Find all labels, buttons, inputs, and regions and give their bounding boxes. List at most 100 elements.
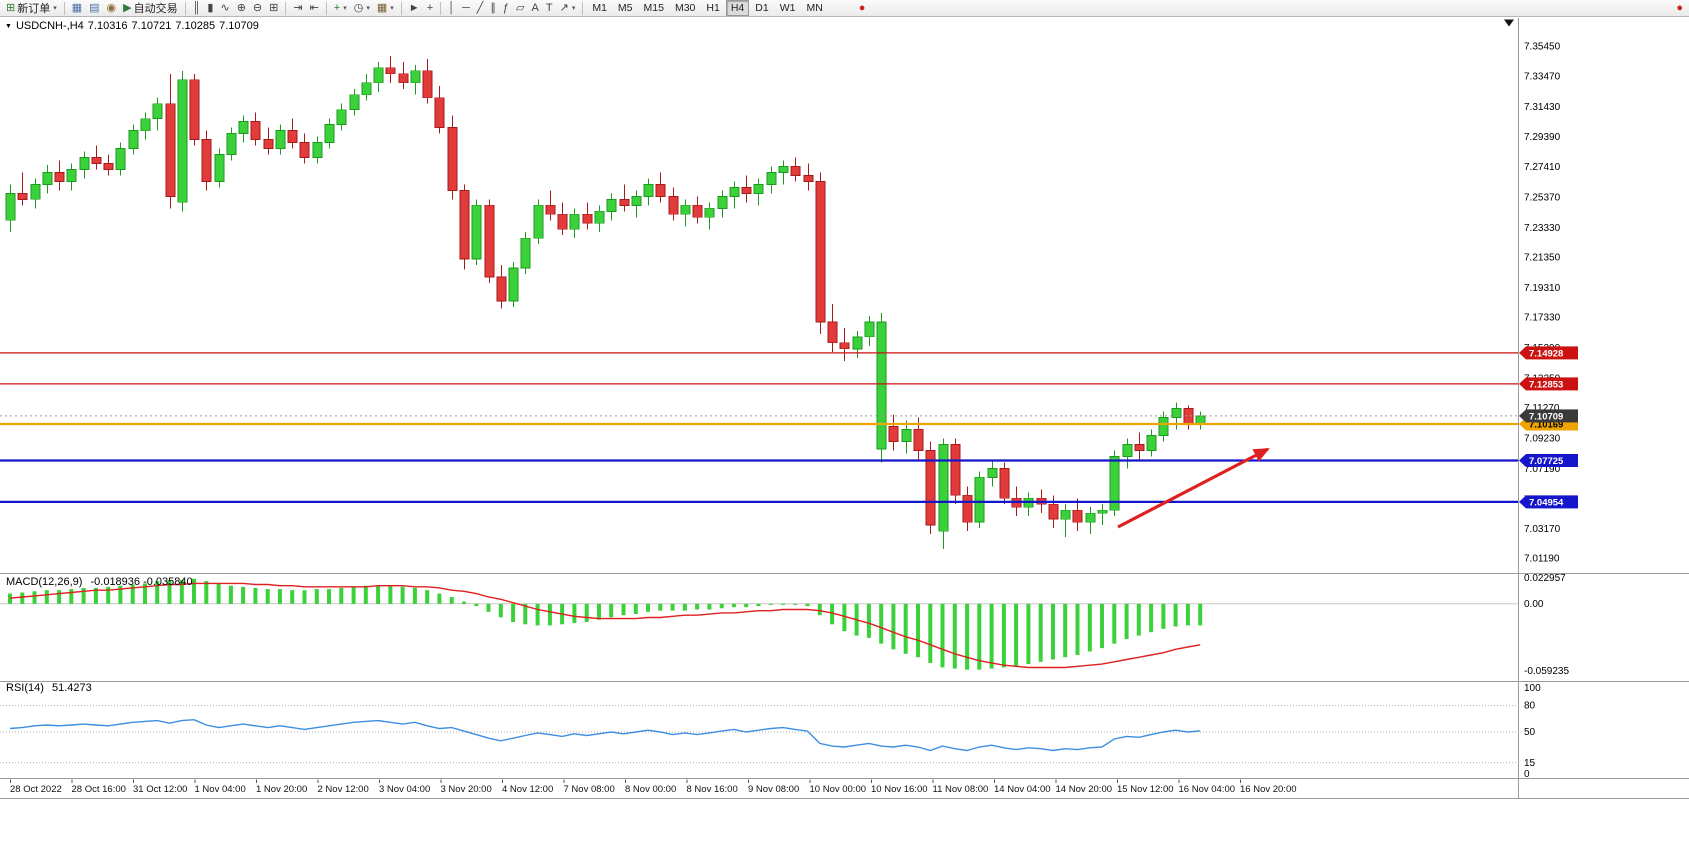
text-button[interactable]: A <box>529 1 542 16</box>
arrows-button[interactable]: ↗ ▾ <box>557 1 579 16</box>
indicators-button[interactable]: + ▾ <box>331 1 350 16</box>
candle <box>901 429 912 442</box>
indicators-icon: + <box>333 1 341 14</box>
candle <box>263 139 274 150</box>
charts-button[interactable]: ▦ <box>69 1 85 16</box>
candle <box>214 154 225 182</box>
timeframe-m1-button[interactable]: M1 <box>592 2 607 14</box>
candle <box>361 82 372 96</box>
toolbar: ⊞ 新订单 ▾ ▦ ▤ ◉ ▶ 自动交易 ║ ▮ ∿ ⊕ ⊖ ⊞ ⇥ ⇤ + ▾ ◷ ▾ ▦ ▾ ► + │ ─ ╱ ∥ ƒ ▱ A T ↗ ▾ M… <box>0 0 1689 17</box>
candle <box>631 195 642 206</box>
time-axis-label: 16 Nov 04:00 <box>1179 784 1236 795</box>
periods-button[interactable]: ◷ ▾ <box>351 1 373 16</box>
vertical-line-button[interactable]: │ <box>445 1 458 16</box>
candle <box>54 172 65 182</box>
crosshair-button[interactable]: + <box>424 1 436 16</box>
chart-title: ▼ USDCNH-,H4 7.10316 7.10721 7.10285 7.10709 <box>5 20 263 32</box>
macd-bar <box>903 603 908 654</box>
candle <box>177 79 188 203</box>
candle <box>729 186 740 197</box>
zoom-in-button[interactable]: ⊕ <box>234 1 249 16</box>
candle <box>962 494 973 523</box>
shapes-button[interactable]: ▱ <box>513 1 527 16</box>
scroll-to-end-icon[interactable] <box>1504 19 1514 27</box>
macd-bar <box>977 603 982 670</box>
macd-bar <box>93 587 98 604</box>
autotrading-button[interactable]: ▶ 自动交易 <box>120 1 180 16</box>
fibonacci-button[interactable]: ƒ <box>500 1 512 16</box>
profiles-button[interactable]: ▤ <box>86 1 102 16</box>
horizontal-line-button[interactable]: ─ <box>459 1 473 16</box>
line-chart-button[interactable]: ∿ <box>217 1 232 16</box>
macd-bar <box>597 603 601 620</box>
macd-bar <box>412 587 417 604</box>
text-label-button[interactable]: T <box>543 1 556 16</box>
macd-bar <box>842 603 847 632</box>
timeframe-m5-button[interactable]: M5 <box>617 2 633 14</box>
macd-bar <box>106 586 111 604</box>
macd-bar <box>449 597 454 604</box>
svg-text:7.04954: 7.04954 <box>1529 497 1564 508</box>
macd-bar <box>658 603 663 611</box>
new-order-button[interactable]: ⊞ 新订单 ▾ <box>3 1 60 16</box>
candle <box>422 70 433 99</box>
auto-scroll-button[interactable]: ⇥ <box>290 1 305 16</box>
zoom-out-button[interactable]: ⊖ <box>250 1 265 16</box>
price-axis-label: 7.01190 <box>1524 554 1560 565</box>
candle <box>1048 503 1059 520</box>
timeframe-h1-button[interactable]: H1 <box>706 2 720 14</box>
candlestick-chart-button[interactable]: ▮ <box>204 1 216 16</box>
candle <box>1158 417 1169 436</box>
bar-chart-button[interactable]: ║ <box>190 1 204 16</box>
text-label-icon: T <box>545 1 553 14</box>
new-order-icon: ⊞ <box>6 1 16 14</box>
cursor-button[interactable]: ► <box>406 1 423 16</box>
trendline-button[interactable]: ╱ <box>474 1 487 16</box>
timeframe-mn-button[interactable]: MN <box>806 2 823 14</box>
macd-bar <box>572 603 577 624</box>
macd-axis-label: 0.00 <box>1524 599 1544 610</box>
candle <box>152 103 163 119</box>
price-axis-label: 7.23330 <box>1524 223 1561 234</box>
chart-shift-button[interactable]: ⇤ <box>307 1 322 16</box>
macd-bar <box>1063 603 1068 658</box>
ohlc-close: 7.10709 <box>219 20 259 32</box>
trend-arrow[interactable] <box>1117 447 1270 529</box>
macd-bar <box>805 603 810 607</box>
candle <box>250 121 261 140</box>
macd-bar <box>768 603 773 605</box>
candle <box>1171 408 1182 419</box>
macd-bar <box>879 603 884 644</box>
zoom-out-icon: ⊖ <box>252 1 263 14</box>
symbol-collapse-icon[interactable]: ▼ <box>5 23 12 30</box>
timeframe-m15-button[interactable]: M15 <box>643 2 664 14</box>
connection-status-button[interactable]: ● <box>1673 1 1686 16</box>
price-axis-label: 7.29390 <box>1524 132 1561 143</box>
timeframe-m30-button[interactable]: M30 <box>674 2 696 14</box>
time-axis-label: 14 Nov 04:00 <box>994 784 1051 795</box>
price-axis-label: 7.21350 <box>1524 252 1561 263</box>
candle <box>803 175 814 182</box>
candle <box>692 204 703 218</box>
timeframe-h4-button[interactable]: H4 <box>725 0 750 16</box>
templates-button[interactable]: ▦ ▾ <box>374 1 397 16</box>
tile-windows-button[interactable]: ⊞ <box>266 1 281 16</box>
auto-scroll-icon: ⇥ <box>293 1 303 14</box>
candle <box>876 321 887 450</box>
channel-button[interactable]: ∥ <box>487 1 499 16</box>
macd-bar <box>756 603 761 607</box>
macd-bar <box>1100 603 1104 649</box>
macd-bar <box>1112 603 1117 644</box>
timeframe-d1-button[interactable]: D1 <box>755 2 769 14</box>
market-watch-button[interactable]: ◉ <box>104 1 120 16</box>
price-tags: 7.14928 7.12853 7.10169 7.07725 7.04954 7.107… <box>1519 346 1578 509</box>
candle <box>839 342 850 350</box>
bar-chart-icon: ║ <box>192 1 201 14</box>
macd-bar <box>57 590 62 604</box>
candle <box>778 166 789 173</box>
time-axis-label: 14 Nov 20:00 <box>1056 784 1113 795</box>
timeframe-w1-button[interactable]: W1 <box>779 2 796 14</box>
alert-status-button[interactable]: ● <box>856 1 869 16</box>
macd-bar <box>339 587 344 604</box>
